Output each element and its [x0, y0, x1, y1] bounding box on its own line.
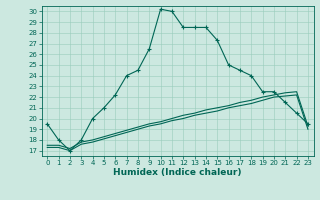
- X-axis label: Humidex (Indice chaleur): Humidex (Indice chaleur): [113, 168, 242, 177]
